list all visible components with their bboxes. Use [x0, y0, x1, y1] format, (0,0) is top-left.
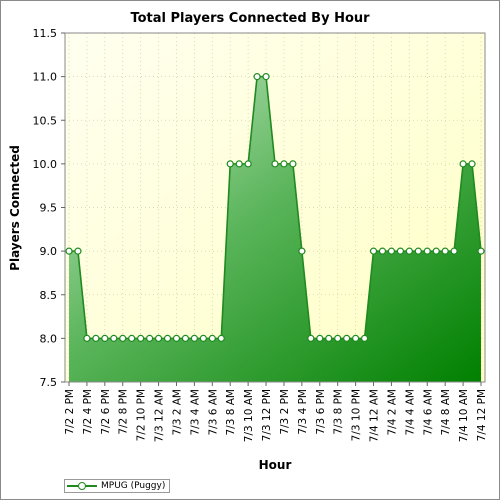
data-point — [137, 334, 145, 342]
y-tick-label: 10.5 — [33, 114, 58, 127]
data-point — [441, 247, 449, 255]
x-tick-label: 7/4 12 PM — [476, 389, 488, 441]
data-point — [325, 334, 333, 342]
data-point — [190, 334, 198, 342]
x-tick-label: 7/3 6 AM — [207, 389, 219, 436]
x-tick-label: 7/4 10 AM — [458, 389, 470, 442]
data-point — [450, 247, 458, 255]
x-tick-label: 7/3 12 PM — [261, 389, 273, 441]
data-point — [65, 247, 73, 255]
y-tick-label: 9.5 — [40, 202, 58, 215]
x-tick-label: 7/4 12 AM — [369, 389, 381, 442]
x-axis: 7/2 2 PM 7/2 4 PM 7/2 6 PM 7/2 8 PM 7/2 10 P… — [64, 382, 488, 442]
data-point — [163, 334, 172, 342]
data-point — [468, 160, 476, 168]
data-point — [280, 160, 288, 168]
x-tick-label: 7/2 6 PM — [100, 389, 112, 435]
data-point — [253, 73, 261, 81]
data-point — [378, 247, 387, 255]
area-fill — [69, 76, 481, 382]
data-point — [262, 73, 270, 81]
data-point — [289, 160, 297, 168]
x-tick-label: 7/3 4 PM — [297, 389, 309, 435]
legend: MPUG (Puggy) — [64, 479, 171, 493]
x-axis-label: Hour — [259, 458, 292, 472]
data-point — [128, 334, 136, 342]
x-tick-label: 7/3 10 PM — [351, 389, 363, 441]
data-point — [172, 334, 181, 342]
x-tick-label: 7/3 4 AM — [189, 389, 201, 436]
x-tick-label: 7/3 2 PM — [279, 389, 291, 435]
x-tick-label: 7/3 6 PM — [315, 389, 327, 435]
y-tick-label: 11.0 — [33, 71, 58, 84]
data-point — [110, 334, 118, 342]
data-point — [181, 334, 190, 342]
y-tick-label: 8.5 — [40, 289, 58, 302]
data-point — [146, 334, 154, 342]
data-point — [459, 160, 467, 168]
x-tick-label: 7/4 8 AM — [440, 389, 452, 436]
data-point — [226, 160, 234, 168]
data-point — [316, 334, 324, 342]
data-point — [432, 247, 440, 255]
data-point — [199, 334, 207, 342]
data-point — [387, 247, 396, 255]
data-point — [208, 334, 216, 342]
y-axis: 7.5 8.0 8.5 9.0 9.5 10.0 10.5 11.0 11.5 — [33, 27, 65, 389]
y-tick-label: 8.0 — [40, 332, 58, 345]
data-point — [369, 247, 378, 255]
y-tick-label: 11.5 — [33, 27, 58, 40]
data-point — [414, 247, 422, 255]
series-area — [65, 73, 485, 382]
data-point — [74, 247, 82, 255]
data-point — [235, 160, 243, 168]
data-point — [119, 334, 127, 342]
y-tick-label: 10.0 — [33, 158, 58, 171]
data-point — [298, 247, 306, 255]
data-point — [423, 247, 431, 255]
data-point — [396, 247, 404, 255]
legend-swatch — [67, 482, 97, 490]
x-tick-label: 7/3 8 AM — [225, 389, 237, 436]
data-point — [92, 334, 100, 342]
x-tick-label: 7/2 10 PM — [136, 389, 148, 441]
y-tick-label: 9.0 — [40, 245, 58, 258]
data-point — [307, 334, 315, 342]
x-tick-label: 7/4 2 AM — [386, 389, 398, 436]
data-point — [101, 334, 109, 342]
data-point — [334, 334, 342, 342]
y-tick-label: 7.5 — [40, 376, 58, 389]
x-tick-label: 7/3 2 AM — [171, 389, 183, 436]
x-tick-label: 7/2 4 PM — [82, 389, 94, 435]
chart-title: Total Players Connected By Hour — [130, 11, 370, 26]
data-point — [352, 334, 360, 342]
data-point — [271, 160, 279, 168]
data-point — [477, 247, 485, 255]
x-tick-label: 7/3 8 PM — [333, 389, 345, 435]
data-point — [244, 160, 252, 168]
y-axis-label: Players Connected — [8, 145, 22, 271]
data-point — [217, 334, 225, 342]
x-tick-label: 7/4 4 AM — [404, 389, 416, 436]
legend-label: MPUG (Puggy) — [101, 481, 166, 491]
x-tick-label: 7/3 12 AM — [154, 389, 166, 442]
data-point — [154, 334, 163, 342]
data-point — [83, 334, 91, 342]
x-tick-label: 7/2 2 PM — [64, 389, 76, 435]
x-tick-label: 7/4 6 AM — [422, 389, 434, 436]
x-tick-label: 7/2 8 PM — [118, 389, 130, 435]
data-point — [360, 334, 369, 342]
x-tick-label: 7/3 10 AM — [243, 389, 255, 442]
data-point — [405, 247, 413, 255]
data-point — [343, 334, 351, 342]
